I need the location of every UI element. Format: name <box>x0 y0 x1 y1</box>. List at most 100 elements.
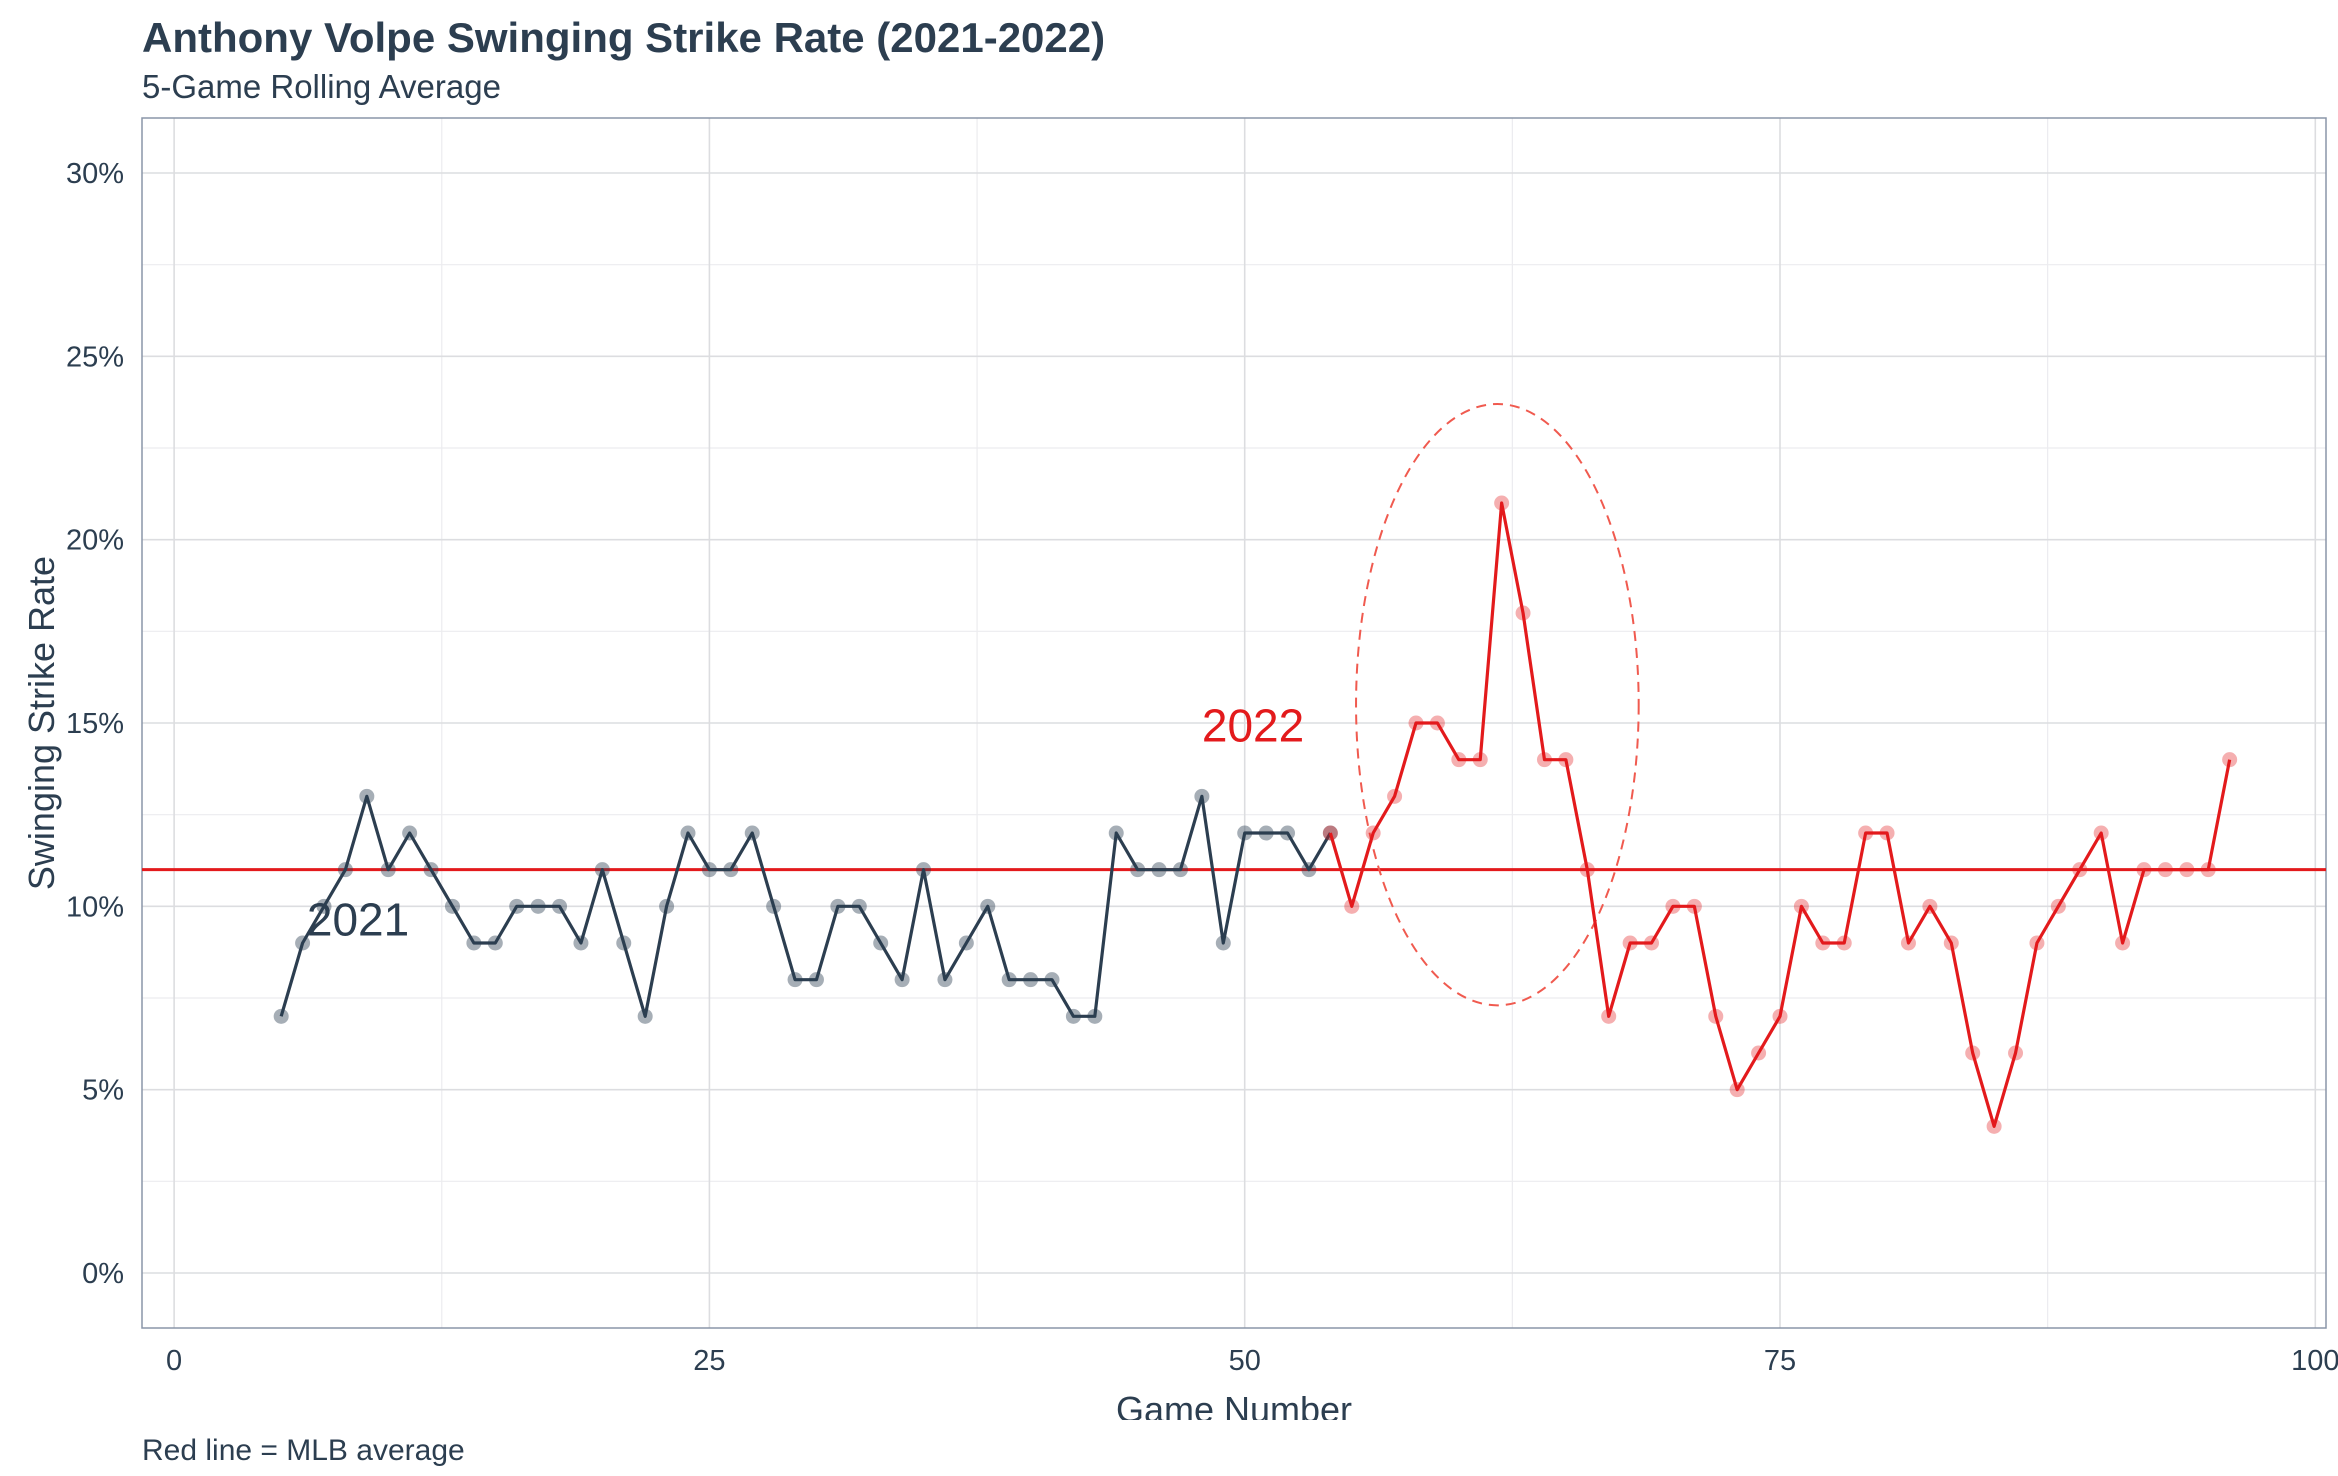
grid-minor <box>142 118 2326 1328</box>
data-point-2021 <box>337 862 353 878</box>
data-point-2022 <box>1986 1118 2002 1134</box>
data-point-2022 <box>1708 1008 1724 1024</box>
data-point-2021 <box>1172 862 1188 878</box>
y-tick-label: 15% <box>66 708 124 740</box>
data-point-2022 <box>1408 715 1424 731</box>
data-point-2021 <box>723 862 739 878</box>
data-point-2022 <box>1558 752 1574 768</box>
x-tick-label: 25 <box>693 1345 725 1377</box>
data-point-2022 <box>1943 935 1959 951</box>
data-point-2021 <box>787 972 803 988</box>
data-point-2021 <box>359 788 375 804</box>
data-point-2022 <box>1429 715 1445 731</box>
data-point-2022 <box>1772 1008 1788 1024</box>
annotation-layer: 2021 2022 <box>307 699 1304 945</box>
data-point-2022 <box>2136 862 2152 878</box>
y-tick-label: 20% <box>66 525 124 557</box>
data-point-2022 <box>1515 605 1531 621</box>
grid-major <box>142 118 2326 1328</box>
data-point-2021 <box>1108 825 1124 841</box>
annotation-label: 2022 <box>1202 699 1304 751</box>
data-point-2021 <box>616 935 632 951</box>
data-point-2021 <box>701 862 717 878</box>
data-point-2022 <box>2179 862 2195 878</box>
data-point-2021 <box>1237 825 1253 841</box>
data-point-2022 <box>1836 935 1852 951</box>
data-point-2022 <box>1922 898 1938 914</box>
annotation-label: 2021 <box>307 894 409 946</box>
series-line-2022 <box>1328 501 2232 1128</box>
line-chart: 0 25 50 75 100 0% 5% 10% 15% 20% 25% 30% Game Numbe… <box>21 117 2338 1420</box>
data-point-2022 <box>2050 898 2066 914</box>
data-point-2021 <box>1280 825 1296 841</box>
data-point-2021 <box>402 825 418 841</box>
data-point-2022 <box>1601 1008 1617 1024</box>
data-point-2021 <box>659 898 675 914</box>
data-point-2022 <box>1472 752 1488 768</box>
data-point-2021 <box>530 898 546 914</box>
data-point-2022 <box>1536 752 1552 768</box>
data-point-2022 <box>2222 752 2238 768</box>
data-point-2021 <box>594 862 610 878</box>
data-point-2022 <box>1322 825 1338 841</box>
y-axis-label: Swinging Strike Rate <box>21 556 62 890</box>
y-tick-label: 25% <box>66 341 124 373</box>
x-axis-label: Game Number <box>1116 1389 1352 1420</box>
data-point-2022 <box>1644 935 1660 951</box>
data-point-2021 <box>1258 825 1274 841</box>
data-point-2021 <box>873 935 889 951</box>
x-tick-label: 0 <box>166 1345 182 1377</box>
data-point-2022 <box>1387 788 1403 804</box>
data-point-2021 <box>487 935 503 951</box>
y-tick-label: 5% <box>82 1075 124 1107</box>
data-point-2021 <box>573 935 589 951</box>
data-point-2021 <box>380 862 396 878</box>
data-point-2022 <box>1879 825 1895 841</box>
data-point-2022 <box>1965 1045 1981 1061</box>
data-point-2021 <box>1001 972 1017 988</box>
data-point-2022 <box>1793 898 1809 914</box>
data-point-2022 <box>1344 898 1360 914</box>
data-point-2022 <box>1579 862 1595 878</box>
data-point-2022 <box>2115 935 2131 951</box>
chart-caption: Red line = MLB average <box>142 1434 465 1467</box>
data-point-2022 <box>2157 862 2173 878</box>
data-point-2022 <box>2008 1045 2024 1061</box>
y-tick-label: 30% <box>66 158 124 190</box>
data-point-2021 <box>680 825 696 841</box>
data-point-2021 <box>316 898 332 914</box>
data-point-2022 <box>1665 898 1681 914</box>
data-point-2021 <box>1194 788 1210 804</box>
data-point-2021 <box>444 898 460 914</box>
data-point-2021 <box>980 898 996 914</box>
data-point-2021 <box>744 825 760 841</box>
data-point-2022 <box>2200 862 2216 878</box>
data-point-2021 <box>851 898 867 914</box>
data-point-2022 <box>1858 825 1874 841</box>
chart-title: Anthony Volpe Swinging Strike Rate (2021… <box>142 14 1106 61</box>
data-point-2022 <box>1365 825 1381 841</box>
plot-panel-border <box>141 117 2327 1329</box>
ticks-layer: 0 25 50 75 100 0% 5% 10% 15% 20% 25% 30% <box>66 158 2338 1377</box>
data-point-2021 <box>808 972 824 988</box>
data-point-2021 <box>295 935 311 951</box>
data-point-2021 <box>637 1008 653 1024</box>
series-layer <box>273 495 2238 1134</box>
data-point-2021 <box>937 972 953 988</box>
data-point-2021 <box>894 972 910 988</box>
data-point-2021 <box>1301 862 1317 878</box>
x-tick-label: 50 <box>1229 1345 1261 1377</box>
data-point-2021 <box>1130 862 1146 878</box>
data-point-2021 <box>1044 972 1060 988</box>
data-point-2022 <box>2072 862 2088 878</box>
highlight-ellipse <box>1355 403 1640 1007</box>
data-point-2021 <box>958 935 974 951</box>
data-point-2021 <box>1215 935 1231 951</box>
data-point-2021 <box>1023 972 1039 988</box>
data-point-2021 <box>423 862 439 878</box>
data-point-2022 <box>1686 898 1702 914</box>
data-point-2022 <box>1900 935 1916 951</box>
data-point-2021 <box>1065 1008 1081 1024</box>
x-tick-label: 100 <box>2291 1345 2338 1377</box>
data-point-2022 <box>1729 1082 1745 1098</box>
